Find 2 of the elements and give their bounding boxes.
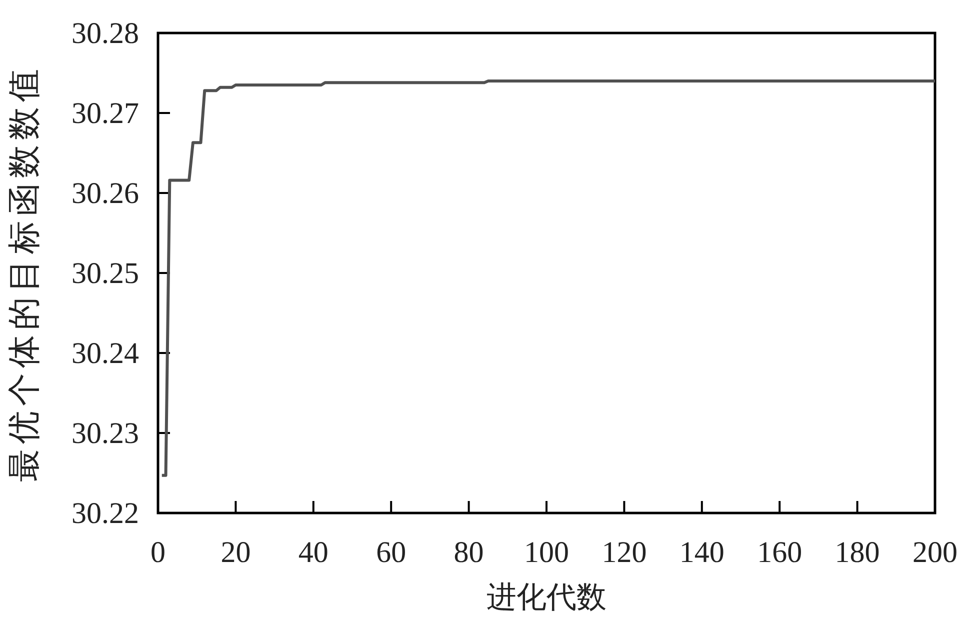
ylabel: 最优个体的目标函数数值 <box>7 64 43 482</box>
xlabel: 进化代数 <box>486 581 606 614</box>
